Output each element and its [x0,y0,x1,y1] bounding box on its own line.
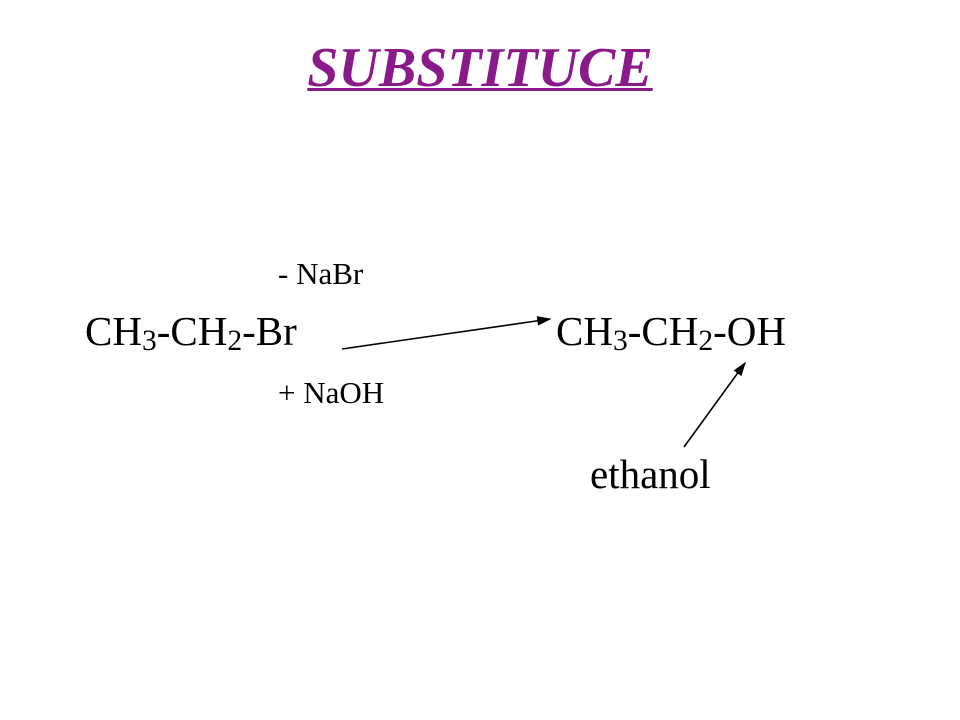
product-name-arrow [0,0,960,720]
